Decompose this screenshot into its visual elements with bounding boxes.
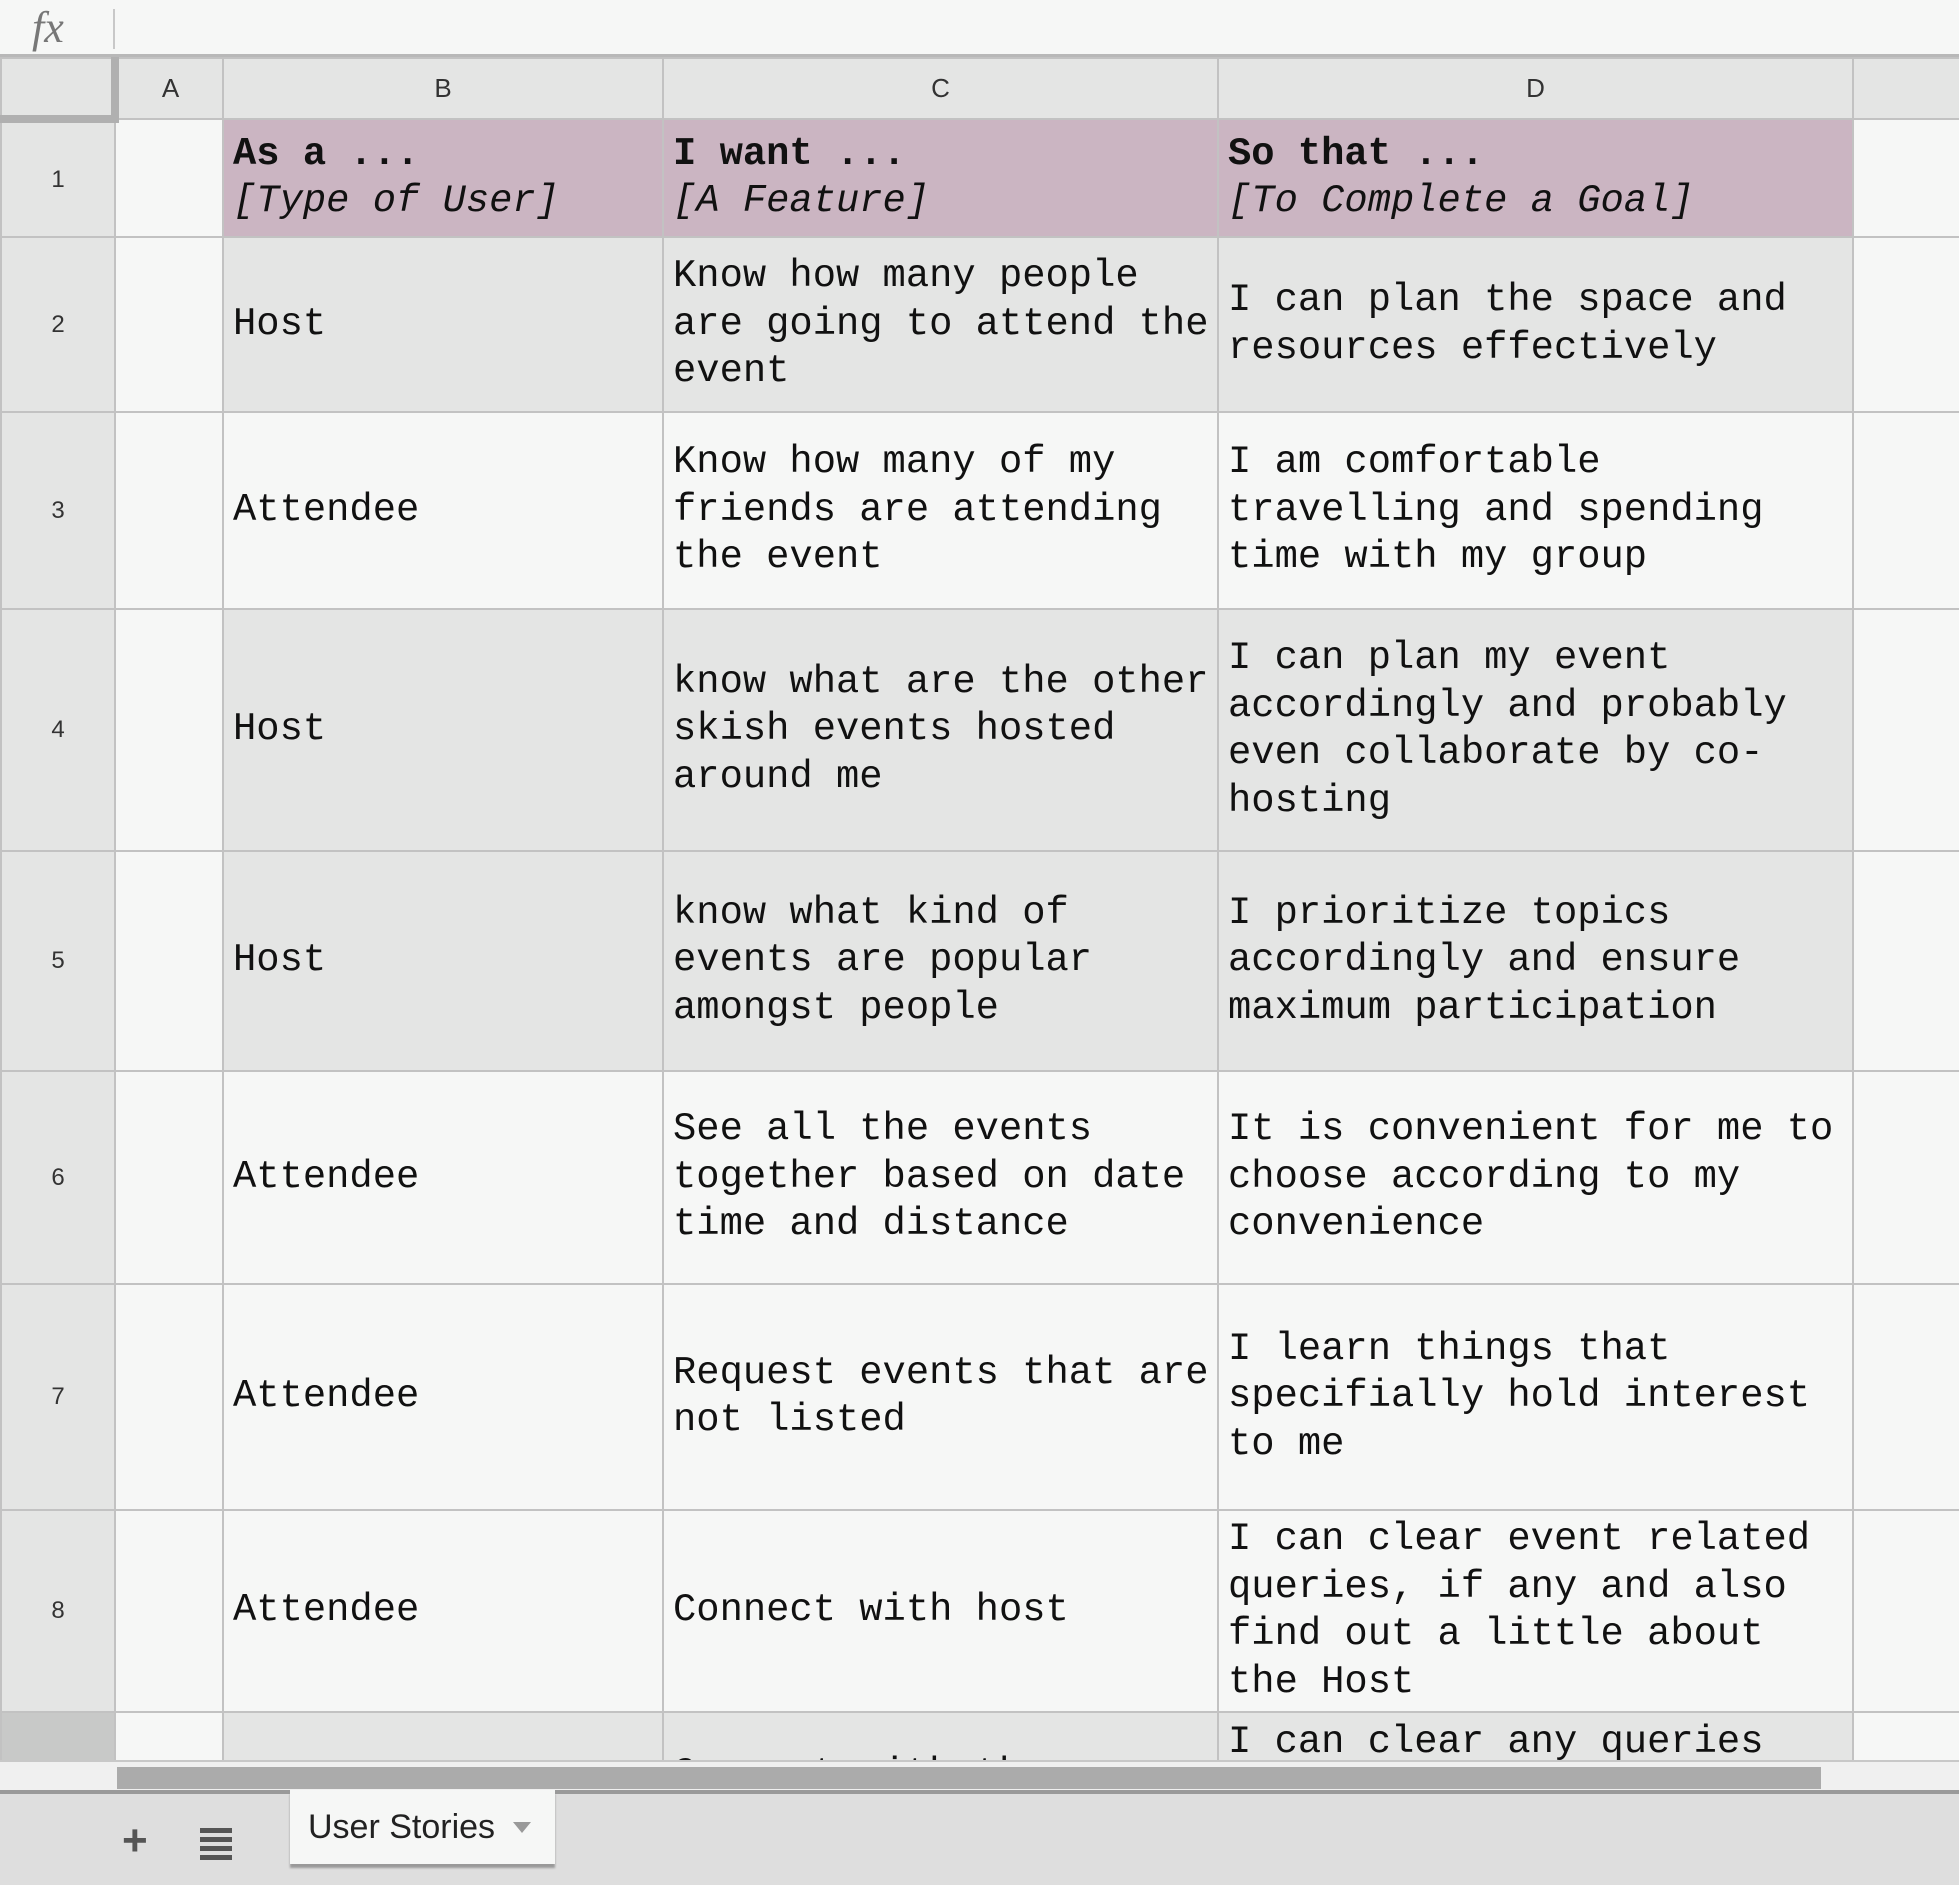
table-row: 3 Attendee Know how many of my friends a… (0, 411, 1959, 610)
column-header-c[interactable]: C (662, 57, 1219, 120)
row-number[interactable] (0, 1711, 116, 1760)
cell-user-type[interactable]: Host (222, 608, 664, 852)
cell[interactable] (1852, 411, 1959, 610)
formula-bar: fx (0, 0, 1959, 57)
cell[interactable] (114, 1283, 224, 1511)
cell[interactable] (1852, 850, 1959, 1072)
scrollbar-thumb[interactable] (117, 1767, 1821, 1789)
select-all-corner[interactable] (0, 57, 119, 123)
cell-feature[interactable]: See all the events together based on dat… (662, 1070, 1219, 1285)
cell-feature[interactable]: know what kind of events are popular amo… (662, 850, 1219, 1072)
cell[interactable] (114, 1711, 224, 1760)
cell-user-type[interactable] (222, 1711, 664, 1760)
row-number[interactable]: 4 (0, 608, 116, 852)
cell-feature[interactable]: Know how many of my friends are attendin… (662, 411, 1219, 610)
cell[interactable] (114, 118, 224, 238)
fx-icon: fx (32, 3, 64, 52)
row-number[interactable]: 1 (0, 118, 116, 238)
column-header-row: A B C D (0, 57, 1959, 123)
table-row: 1 As a ... [Type of User] I want ... [A Fe… (0, 118, 1959, 238)
table-row: Connect with the I can clear any queries (0, 1711, 1959, 1760)
cell-user-type[interactable]: Attendee (222, 1070, 664, 1285)
header-subtitle: [A Feature] (673, 179, 930, 223)
table-row: 4 Host know what are the other skish eve… (0, 608, 1959, 852)
row-number[interactable]: 3 (0, 411, 116, 610)
table-row: 2 Host Know how many people are going to… (0, 236, 1959, 413)
cell-goal[interactable]: I can plan the space and resources effec… (1217, 236, 1854, 413)
row-number[interactable]: 8 (0, 1509, 116, 1713)
chevron-down-icon[interactable] (513, 1821, 532, 1833)
list-icon[interactable] (200, 1828, 232, 1864)
plus-icon[interactable]: + (122, 1816, 148, 1865)
cell[interactable] (1852, 236, 1959, 413)
cell-feature[interactable]: Know how many people are going to attend… (662, 236, 1219, 413)
cell-header-d[interactable]: So that ... [To Complete a Goal] (1217, 118, 1854, 238)
cell-goal[interactable]: I learn things that specifially hold int… (1217, 1283, 1854, 1511)
cell[interactable] (114, 411, 224, 610)
cell-goal[interactable]: I prioritize topics accordingly and ensu… (1217, 850, 1854, 1072)
cell-feature[interactable]: Connect with host (662, 1509, 1219, 1713)
cell[interactable] (1852, 1070, 1959, 1285)
cell-goal[interactable]: I can clear event related queries, if an… (1217, 1509, 1854, 1713)
sheet-tab-label: User Stories (308, 1807, 496, 1846)
cell-user-type[interactable]: Host (222, 850, 664, 1072)
table-row: 8 Attendee Connect with host I can clear… (0, 1509, 1959, 1713)
row-number[interactable]: 2 (0, 236, 116, 413)
cell[interactable] (114, 236, 224, 413)
table-row: 7 Attendee Request events that are not l… (0, 1283, 1959, 1511)
header-subtitle: [Type of User] (233, 179, 559, 223)
row-number[interactable]: 5 (0, 850, 116, 1072)
cell-feature[interactable]: know what are the other skish events hos… (662, 608, 1219, 852)
cell-header-b[interactable]: As a ... [Type of User] (222, 118, 664, 238)
column-header-d[interactable]: D (1217, 57, 1854, 120)
cell[interactable] (114, 850, 224, 1072)
header-title: I want ... (673, 131, 906, 176)
cell-feature[interactable]: Connect with the (662, 1711, 1219, 1760)
cell-user-type[interactable]: Attendee (222, 411, 664, 610)
horizontal-scrollbar[interactable] (0, 1760, 1959, 1790)
header-title: So that ... (1228, 131, 1485, 176)
column-header-e[interactable] (1852, 57, 1959, 120)
cell[interactable] (114, 608, 224, 852)
cell-user-type[interactable]: Attendee (222, 1509, 664, 1713)
formula-separator (113, 9, 115, 49)
table-row: 5 Host know what kind of events are popu… (0, 850, 1959, 1072)
sheet-tab-bar: + User Stories (0, 1790, 1959, 1885)
cell-user-type[interactable]: Attendee (222, 1283, 664, 1511)
cell[interactable] (114, 1070, 224, 1285)
spreadsheet-grid: A B C D 1 As a ... [Type of User] I want … (0, 57, 1959, 1760)
cell-feature[interactable]: Request events that are not listed (662, 1283, 1219, 1511)
header-subtitle: [To Complete a Goal] (1228, 179, 1694, 223)
cell-goal[interactable]: It is convenient for me to choose accord… (1217, 1070, 1854, 1285)
table-row: 6 Attendee See all the events together b… (0, 1070, 1959, 1285)
column-header-a[interactable]: A (114, 57, 224, 120)
column-header-b[interactable]: B (222, 57, 664, 120)
row-number[interactable]: 6 (0, 1070, 116, 1285)
cell[interactable] (1852, 1509, 1959, 1713)
cell[interactable] (1852, 608, 1959, 852)
cell-goal[interactable]: I am comfortable travelling and spending… (1217, 411, 1854, 610)
cell[interactable] (1852, 118, 1959, 238)
cell-goal[interactable]: I can plan my event accordingly and prob… (1217, 608, 1854, 852)
sheet-tab-user-stories[interactable]: User Stories (290, 1790, 555, 1864)
cell[interactable] (1852, 1283, 1959, 1511)
cell[interactable] (1852, 1711, 1959, 1760)
cell-goal[interactable]: I can clear any queries (1217, 1711, 1854, 1760)
row-number[interactable]: 7 (0, 1283, 116, 1511)
cell-header-c[interactable]: I want ... [A Feature] (662, 118, 1219, 238)
cell-user-type[interactable]: Host (222, 236, 664, 413)
cell[interactable] (114, 1509, 224, 1713)
header-title: As a ... (233, 131, 420, 176)
